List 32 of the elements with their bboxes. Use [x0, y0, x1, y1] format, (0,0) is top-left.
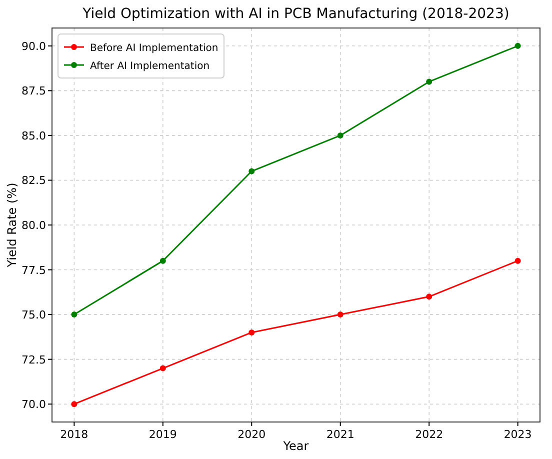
x-tick-label: 2018 — [60, 428, 88, 441]
y-tick-label: 80.0 — [22, 219, 46, 232]
point — [426, 294, 432, 300]
legend-label: Before AI Implementation — [90, 43, 218, 54]
point — [337, 312, 344, 318]
x-tick-label: 2021 — [326, 428, 354, 441]
chart-title: Yield Optimization with AI in PCB Manufacturing (2018-2023) — [82, 6, 510, 22]
point — [71, 312, 78, 318]
y-tick-label: 77.5 — [22, 264, 46, 277]
y-tick-label: 82.5 — [22, 174, 46, 188]
point — [426, 78, 432, 85]
x-tick-label: 2022 — [415, 428, 444, 441]
point — [248, 168, 255, 174]
point — [160, 365, 166, 372]
x-axis-title: Year — [282, 439, 309, 453]
y-axis-title: Yield Rate (%) — [5, 182, 19, 268]
x-tick-label: 2019 — [148, 428, 177, 441]
point — [514, 258, 521, 264]
y-tick-label: 85.0 — [22, 129, 46, 142]
point — [248, 329, 255, 336]
y-tick-label: 72.5 — [22, 353, 46, 366]
y-tick-label: 90.0 — [22, 40, 46, 53]
y-tick-label: 75.0 — [22, 308, 46, 322]
point — [71, 401, 78, 408]
legend-label: After AI Implementation — [90, 61, 210, 72]
point — [514, 42, 521, 49]
y-tick-label: 87.5 — [22, 84, 46, 98]
point — [337, 132, 344, 138]
x-tick-label: 2020 — [238, 428, 266, 441]
x-tick-label: 2023 — [504, 428, 532, 441]
point — [160, 258, 166, 264]
y-tick-label: 70.0 — [22, 398, 46, 412]
